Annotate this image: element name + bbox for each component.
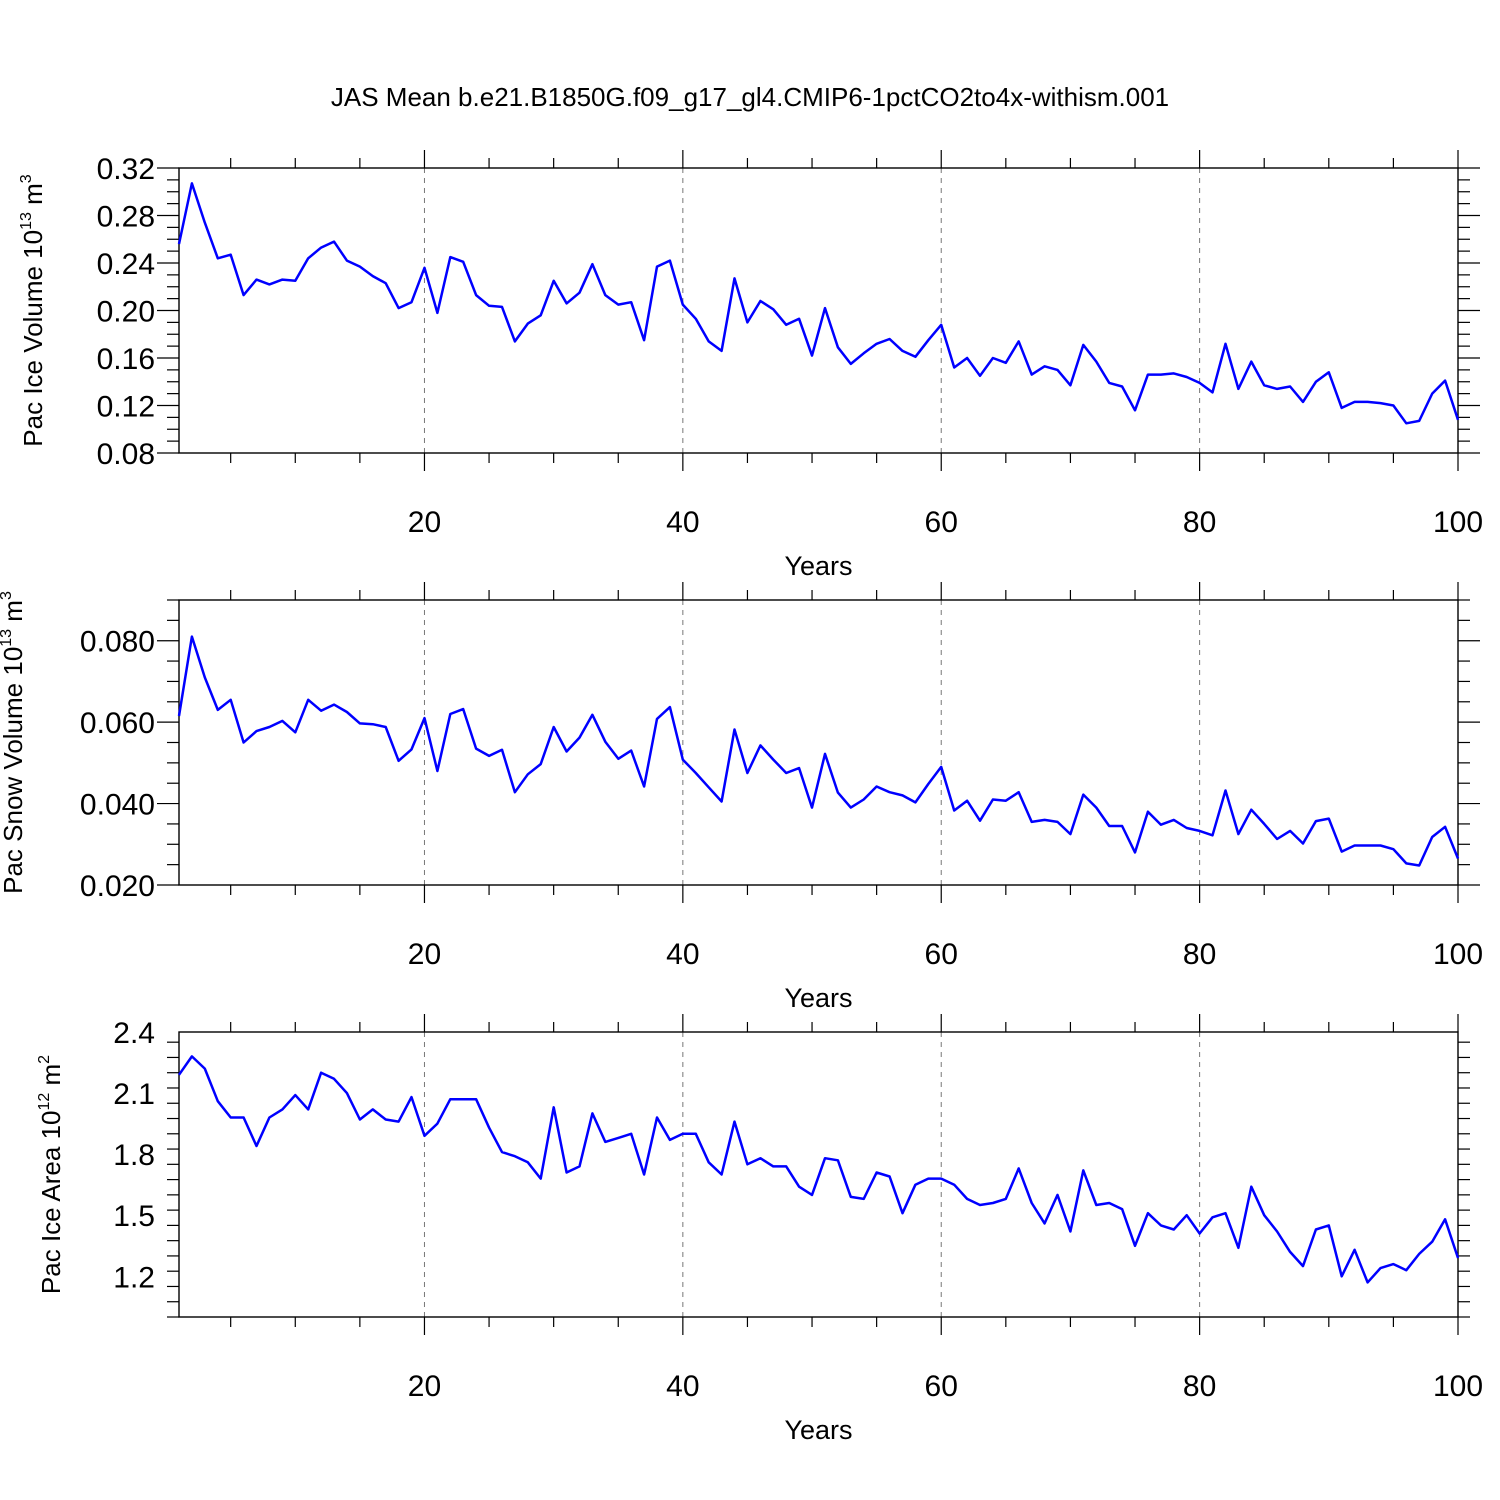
y-tick-label: 1.8	[113, 1139, 155, 1172]
data-series-line	[177, 635, 1460, 867]
y-tick-label: 1.5	[113, 1200, 155, 1233]
y-tick-label: 0.12	[97, 391, 155, 424]
x-axis-label: Years	[784, 551, 852, 581]
plot-frame	[178, 1031, 1459, 1318]
data-series-line	[177, 182, 1460, 425]
y-tick-label: 0.080	[80, 626, 155, 659]
y-tick-label: 0.040	[80, 789, 155, 822]
y-axis-label-text: Pac Snow Volume 10	[0, 647, 28, 894]
x-tick-label: 40	[666, 506, 699, 539]
y-tick-label: 0.08	[97, 438, 155, 471]
panel-1: 20 40 60 80 100 0.08 0.12 0.16 0.20 0.24 0.28 0.32 Y…	[18, 150, 1483, 581]
y-axis-label-exponent: 13	[18, 212, 35, 230]
x-tick-label: 80	[1183, 938, 1216, 971]
x-tick-label: 100	[1433, 1370, 1483, 1403]
y-tick-label: 0.16	[97, 343, 155, 376]
plot-frame	[178, 599, 1459, 886]
panel-3: 20 40 60 80 100 1.2 1.5 1.8 2.1 2.4 Years Pac Ice A…	[36, 1014, 1483, 1445]
y-axis-label: Pac Snow Volume 1013 m3	[0, 591, 28, 894]
y-tick-label: 0.28	[97, 201, 155, 234]
y-tick-label: 0.20	[97, 296, 155, 329]
y-axis-label-exponent: 13	[0, 629, 15, 647]
x-tick-label: 80	[1183, 1370, 1216, 1403]
y-tick-label: 0.020	[80, 870, 155, 903]
x-tick-label: 60	[925, 1370, 958, 1403]
y-axis-label-exponent: 2	[36, 1055, 53, 1064]
x-axis-label: Years	[784, 1415, 852, 1445]
x-tick-label: 20	[408, 1370, 441, 1403]
x-tick-label: 20	[408, 506, 441, 539]
y-axis-label: Pac Ice Volume 1013 m3	[18, 174, 48, 447]
y-axis-label-text: Pac Ice Area 10	[36, 1111, 66, 1295]
y-axis-label-text: m	[0, 600, 28, 629]
y-axis-label-exponent: 12	[36, 1093, 53, 1111]
y-tick-label: 0.24	[97, 248, 155, 281]
x-tick-label: 60	[925, 506, 958, 539]
y-axis-label-exponent: 3	[0, 591, 15, 600]
chart-title: JAS Mean b.e21.B1850G.f09_g17_gl4.CMIP6-…	[331, 82, 1169, 112]
y-axis-label-exponent: 3	[18, 174, 35, 183]
data-series-line	[177, 1055, 1460, 1284]
x-axis-label: Years	[784, 983, 852, 1013]
x-tick-label: 60	[925, 938, 958, 971]
plot-frame	[178, 167, 1459, 454]
panel-2: 20 40 60 80 100 0.020 0.040 0.060 0.080 Years Pac …	[0, 582, 1483, 1013]
x-tick-label: 40	[666, 938, 699, 971]
y-tick-label: 2.4	[113, 1017, 155, 1050]
y-axis-label-text: Pac Ice Volume 10	[18, 230, 48, 447]
x-tick-label: 100	[1433, 938, 1483, 971]
x-tick-label: 20	[408, 938, 441, 971]
y-tick-label: 1.2	[113, 1261, 155, 1294]
y-axis-label-text: m	[36, 1064, 66, 1093]
x-tick-label: 80	[1183, 506, 1216, 539]
y-axis-label: Pac Ice Area 1012 m2	[36, 1055, 66, 1294]
y-tick-label: 2.1	[113, 1078, 155, 1111]
y-tick-label: 0.32	[97, 153, 155, 186]
x-tick-label: 40	[666, 1370, 699, 1403]
x-tick-label: 100	[1433, 506, 1483, 539]
y-tick-label: 0.060	[80, 707, 155, 740]
y-axis-label-text: m	[18, 183, 48, 212]
